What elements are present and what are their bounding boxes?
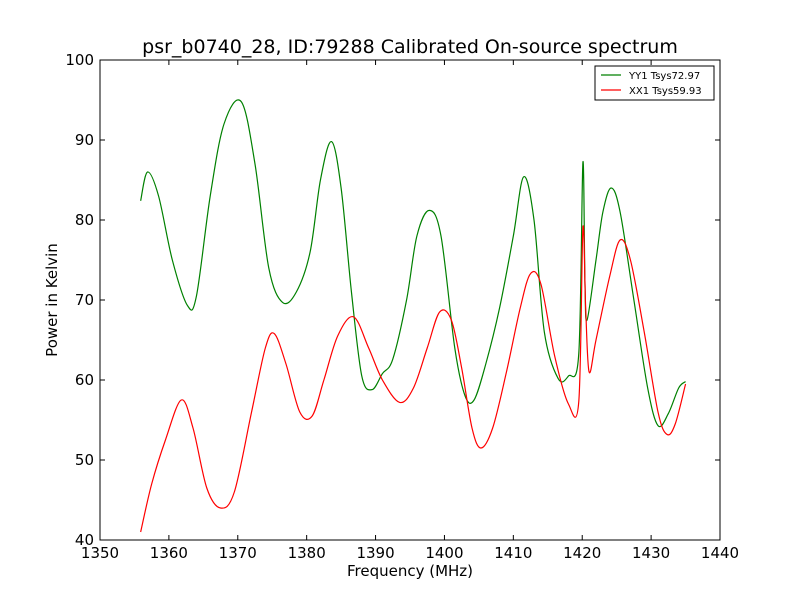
legend-label-xx1: XX1 Tsys59.93 — [629, 86, 702, 97]
tick-layer: 1350 1360 1370 1380 1390 1400 1410 1420 1430 1440… — [65, 51, 739, 562]
x-tick-label: 1390 — [356, 544, 394, 562]
x-tick-label: 1380 — [288, 544, 326, 562]
y-tick-label: 90 — [75, 131, 94, 149]
series-layer — [140, 99, 687, 533]
y-tick-label: 40 — [75, 531, 94, 549]
x-tick-label: 1370 — [219, 544, 257, 562]
series-line-yy1 — [140, 99, 686, 428]
y-tick-label: 100 — [65, 51, 94, 69]
y-tick-label: 80 — [75, 211, 94, 229]
x-tick-label: 1420 — [563, 544, 601, 562]
y-tick-label: 50 — [75, 451, 94, 469]
x-tick-label: 1410 — [494, 544, 532, 562]
plot-frame — [99, 59, 721, 541]
x-tick-label: 1350 — [81, 544, 119, 562]
y-tick-label: 70 — [75, 291, 94, 309]
x-tick-label: 1400 — [425, 544, 463, 562]
x-tick-label: 1430 — [632, 544, 670, 562]
x-axis-label: Frequency (MHz) — [347, 562, 473, 580]
x-tick-label: 1360 — [150, 544, 188, 562]
legend: YY1 Tsys72.97 XX1 Tsys59.93 — [594, 65, 715, 101]
legend-label-yy1: YY1 Tsys72.97 — [628, 71, 700, 82]
series-line-xx1 — [140, 225, 687, 533]
y-axis-label: Power in Kelvin — [43, 243, 61, 357]
legend-box — [594, 65, 715, 101]
chart-title: psr_b0740_28, ID:79288 Calibrated On-sou… — [142, 36, 678, 58]
y-tick-label: 60 — [75, 371, 94, 389]
x-tick-label: 1440 — [701, 544, 739, 562]
